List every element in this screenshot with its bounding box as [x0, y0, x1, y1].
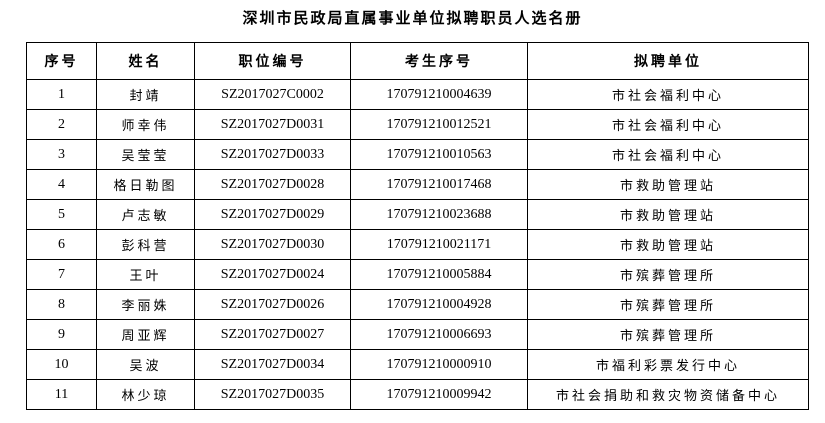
- cell-unit: 市救助管理站: [527, 199, 809, 230]
- cell-index: 7: [26, 259, 97, 290]
- cell-candidate-number: 170791210005884: [350, 259, 528, 290]
- cell-unit: 市福利彩票发行中心: [527, 349, 809, 380]
- cell-unit: 市社会福利中心: [527, 79, 809, 110]
- cell-candidate-number: 170791210000910: [350, 349, 528, 380]
- cell-position-code: SZ2017027D0029: [194, 199, 351, 230]
- cell-name: 格日勒图: [96, 169, 195, 200]
- table-row: 4 格日勒图 SZ2017027D0028 170791210017468 市救助管理站: [26, 169, 809, 200]
- cell-candidate-number: 170791210004639: [350, 79, 528, 110]
- header-index: 序号: [26, 42, 97, 80]
- cell-index: 11: [26, 379, 97, 410]
- cell-candidate-number: 170791210023688: [350, 199, 528, 230]
- table-row: 3 吴莹莹 SZ2017027D0033 170791210010563 市社会福利中心: [26, 139, 809, 170]
- table-row: 7 王叶 SZ2017027D0024 170791210005884 市殡葬管理所: [26, 259, 809, 290]
- cell-name: 彭科营: [96, 229, 195, 260]
- cell-name: 封靖: [96, 79, 195, 110]
- cell-candidate-number: 170791210012521: [350, 109, 528, 140]
- cell-unit: 市社会福利中心: [527, 109, 809, 140]
- cell-index: 10: [26, 349, 97, 380]
- cell-unit: 市救助管理站: [527, 229, 809, 260]
- cell-index: 8: [26, 289, 97, 320]
- cell-candidate-number: 170791210006693: [350, 319, 528, 350]
- cell-name: 林少琼: [96, 379, 195, 410]
- cell-candidate-number: 170791210009942: [350, 379, 528, 410]
- cell-index: 2: [26, 109, 97, 140]
- cell-candidate-number: 170791210004928: [350, 289, 528, 320]
- cell-position-code: SZ2017027D0026: [194, 289, 351, 320]
- table-row: 10 吴波 SZ2017027D0034 170791210000910 市福利彩票发行…: [26, 349, 809, 380]
- cell-index: 1: [26, 79, 97, 110]
- cell-unit: 市殡葬管理所: [527, 289, 809, 320]
- cell-index: 5: [26, 199, 97, 230]
- cell-name: 卢志敏: [96, 199, 195, 230]
- header-unit: 拟聘单位: [527, 42, 809, 80]
- cell-candidate-number: 170791210021171: [350, 229, 528, 260]
- cell-name: 吴莹莹: [96, 139, 195, 170]
- header-position-code: 职位编号: [194, 42, 351, 80]
- cell-position-code: SZ2017027D0034: [194, 349, 351, 380]
- cell-position-code: SZ2017027D0024: [194, 259, 351, 290]
- table-row: 11 林少琼 SZ2017027D0035 170791210009942 市社会捐助和…: [26, 379, 809, 410]
- cell-position-code: SZ2017027D0035: [194, 379, 351, 410]
- cell-candidate-number: 170791210010563: [350, 139, 528, 170]
- cell-unit: 市救助管理站: [527, 169, 809, 200]
- cell-candidate-number: 170791210017468: [350, 169, 528, 200]
- cell-name: 吴波: [96, 349, 195, 380]
- cell-index: 6: [26, 229, 97, 260]
- personnel-table: 序号 姓名 职位编号 考生序号 拟聘单位 1 封靖 SZ2017027C0002 17…: [26, 42, 809, 410]
- cell-position-code: SZ2017027D0027: [194, 319, 351, 350]
- cell-position-code: SZ2017027D0031: [194, 109, 351, 140]
- cell-position-code: SZ2017027C0002: [194, 79, 351, 110]
- table-row: 2 师幸伟 SZ2017027D0031 170791210012521 市社会福利中心: [26, 109, 809, 140]
- cell-index: 9: [26, 319, 97, 350]
- table-row: 9 周亚辉 SZ2017027D0027 170791210006693 市殡葬管理所: [26, 319, 809, 350]
- table-row: 1 封靖 SZ2017027C0002 170791210004639 市社会福利中心: [26, 79, 809, 110]
- cell-name: 师幸伟: [96, 109, 195, 140]
- table-row: 5 卢志敏 SZ2017027D0029 170791210023688 市救助管理站: [26, 199, 809, 230]
- cell-name: 周亚辉: [96, 319, 195, 350]
- cell-unit: 市殡葬管理所: [527, 319, 809, 350]
- cell-index: 4: [26, 169, 97, 200]
- cell-position-code: SZ2017027D0030: [194, 229, 351, 260]
- table-row: 8 李丽姝 SZ2017027D0026 170791210004928 市殡葬管理所: [26, 289, 809, 320]
- cell-unit: 市社会福利中心: [527, 139, 809, 170]
- cell-name: 李丽姝: [96, 289, 195, 320]
- page-title: 深圳市民政局直属事业单位拟聘职员人选名册: [242, 9, 583, 27]
- cell-position-code: SZ2017027D0033: [194, 139, 351, 170]
- header-name: 姓名: [96, 42, 195, 80]
- table-row: 6 彭科营 SZ2017027D0030 170791210021171 市救助管理站: [26, 229, 809, 260]
- cell-position-code: SZ2017027D0028: [194, 169, 351, 200]
- cell-unit: 市殡葬管理所: [527, 259, 809, 290]
- header-row: 序号 姓名 职位编号 考生序号 拟聘单位: [26, 42, 809, 80]
- cell-name: 王叶: [96, 259, 195, 290]
- cell-unit: 市社会捐助和救灾物资储备中心: [527, 379, 809, 410]
- cell-index: 3: [26, 139, 97, 170]
- header-candidate-number: 考生序号: [350, 42, 528, 80]
